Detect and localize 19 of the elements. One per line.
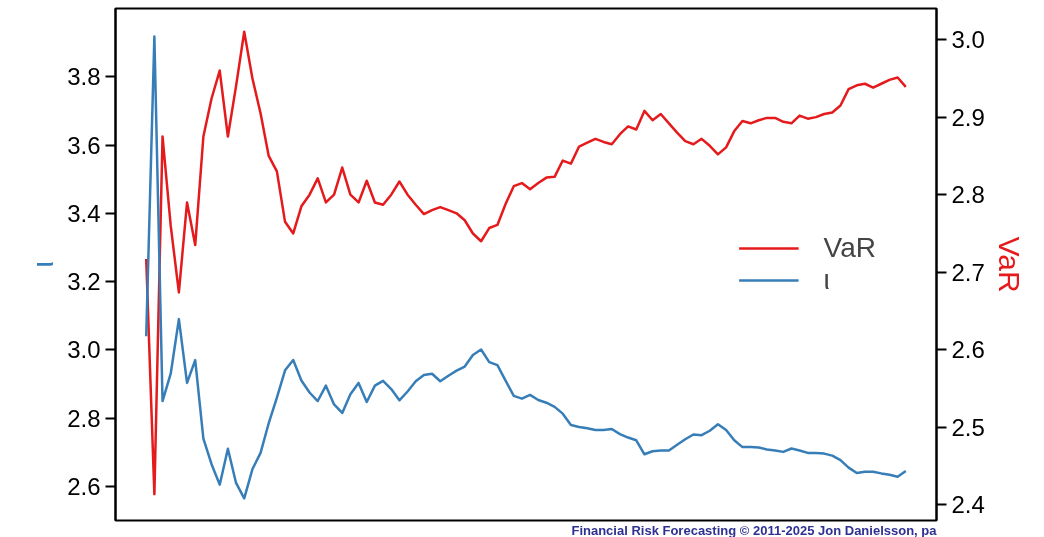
y2-tick-label: 3.0 xyxy=(951,26,985,54)
y-tick-label: 2.6 xyxy=(67,472,101,500)
text: Financial Risk Forecasting © 2011-2025 Jon Danielsson, pa xyxy=(571,522,938,537)
y-axis-title: ι xyxy=(26,261,60,268)
y2-tick-label: 2.4 xyxy=(951,491,985,519)
y2-tick-label: 2.5 xyxy=(951,413,985,441)
y-tick-label: 2.8 xyxy=(67,404,101,432)
y-tick-label: 3.6 xyxy=(67,131,101,159)
y-tick-label: 3.0 xyxy=(67,336,101,364)
y-tick-label: 3.4 xyxy=(67,199,101,227)
y2-tick-label: 2.6 xyxy=(951,336,985,364)
y2-axis-title: VaR xyxy=(992,236,1026,293)
y-tick-label: 3.8 xyxy=(67,63,101,91)
legend-label: ι xyxy=(823,264,831,296)
y-tick-label: 3.2 xyxy=(67,268,101,296)
legend-label: VaR xyxy=(823,232,876,264)
y2-tick-label: 2.8 xyxy=(951,181,985,209)
y2-tick-label: 2.9 xyxy=(951,103,985,131)
y2-tick-label: 2.7 xyxy=(951,258,985,286)
